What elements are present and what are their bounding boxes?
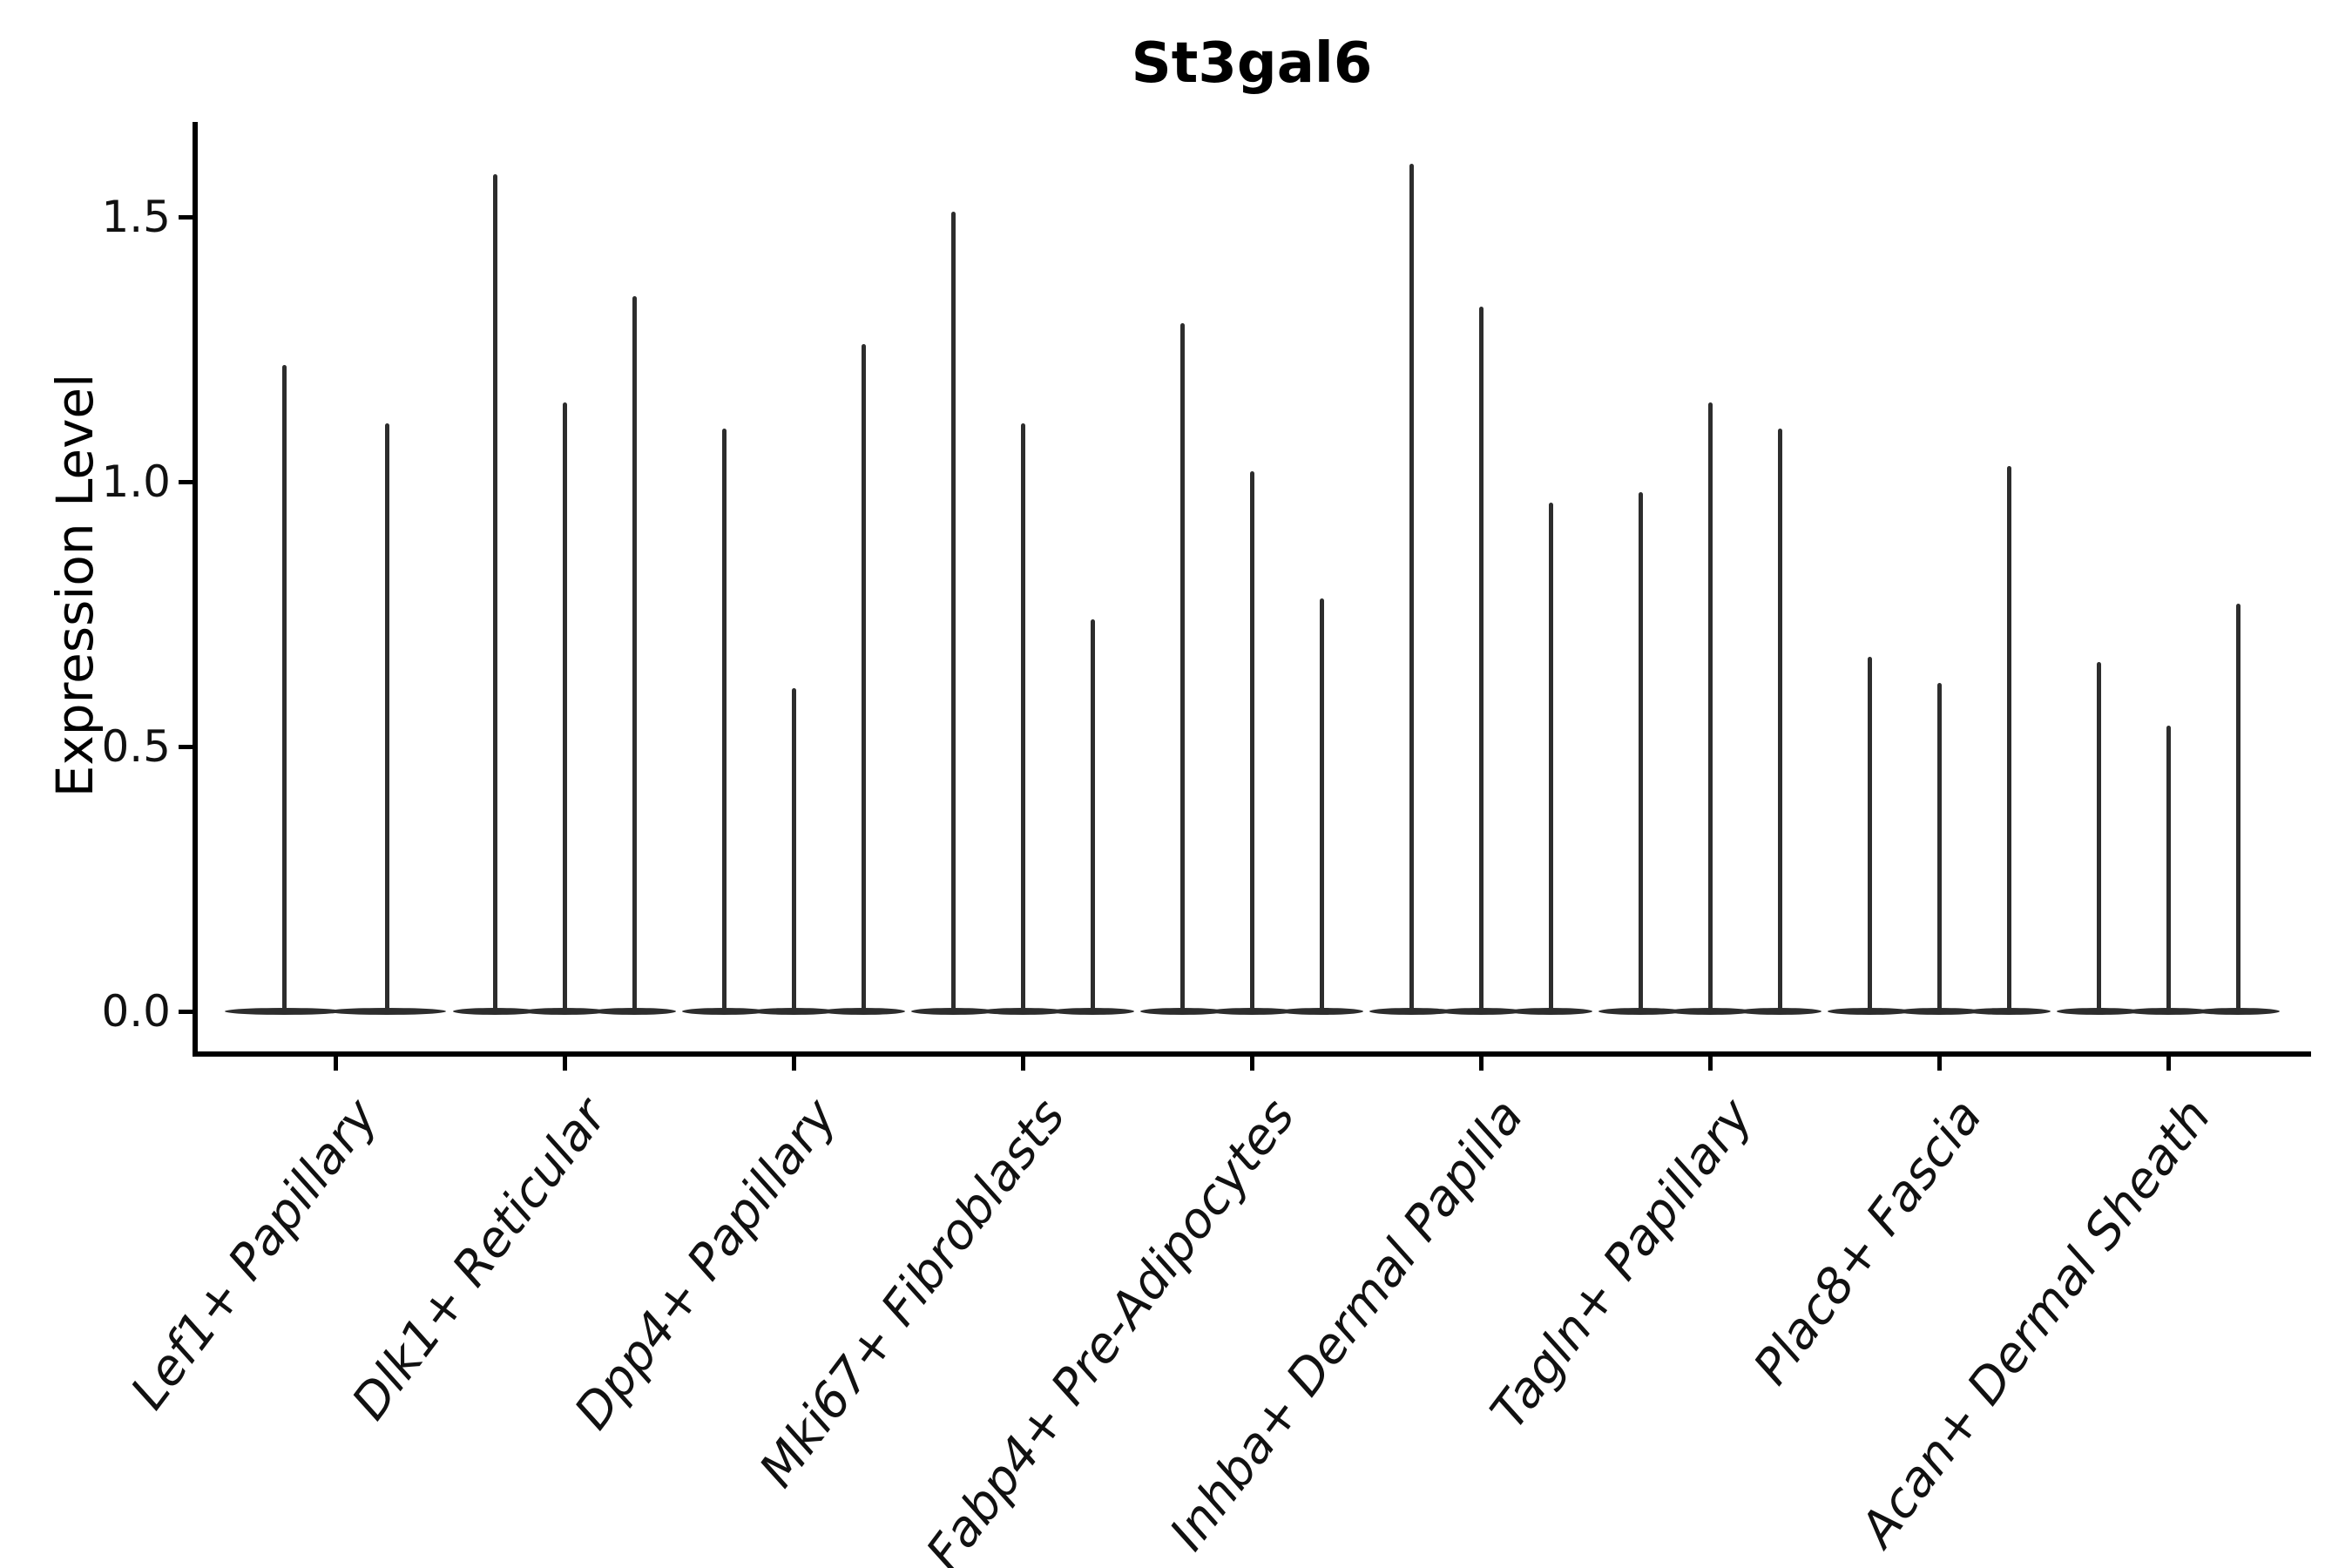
violin-spike — [950, 211, 956, 1013]
violin-spike — [492, 174, 497, 1013]
x-tick-mark — [1479, 1057, 1484, 1071]
violin-spike — [1707, 402, 1713, 1013]
violin-spike — [1179, 322, 1185, 1013]
violin-spike — [632, 296, 637, 1013]
x-tick-mark — [1250, 1057, 1254, 1071]
y-tick-mark — [179, 215, 193, 220]
violin-spike — [1409, 164, 1414, 1013]
violin-spike — [2096, 661, 2101, 1013]
x-tick-mark — [1708, 1057, 1713, 1071]
violin-spike — [281, 365, 287, 1013]
violin-spike — [791, 688, 796, 1013]
y-tick-mark — [179, 745, 193, 749]
y-axis-spine — [193, 122, 198, 1057]
x-tick-mark — [1021, 1057, 1025, 1071]
violin-spike — [861, 343, 866, 1013]
violin-spike — [1478, 307, 1484, 1013]
x-tick-mark — [1937, 1057, 1942, 1071]
y-tick-label: 1.5 — [101, 192, 171, 242]
violin-spike — [1319, 598, 1324, 1013]
violin-spike — [1249, 470, 1254, 1013]
violin-spike — [1090, 619, 1095, 1013]
x-tick-label-category: Lef1+ Papillary — [120, 1089, 389, 1420]
y-tick-mark — [179, 480, 193, 484]
violin-spike — [1867, 656, 1872, 1013]
violin-spike — [562, 402, 567, 1013]
chart-title: St3gal6 — [1131, 31, 1373, 96]
y-tick-label: 0.5 — [101, 721, 171, 772]
x-axis-spine — [193, 1051, 2311, 1057]
x-tick-mark — [563, 1057, 567, 1071]
x-tick-mark — [334, 1057, 338, 1071]
y-tick-label: 1.0 — [101, 456, 171, 507]
x-tick-label-category: Dlk1+ Reticular — [341, 1089, 618, 1430]
violin-spike — [721, 429, 727, 1013]
violin-spike — [2006, 465, 2011, 1013]
x-tick-mark — [792, 1057, 796, 1071]
violin-spike — [1020, 423, 1025, 1013]
violin-spike — [2166, 725, 2171, 1013]
violin-spike — [384, 423, 389, 1013]
violin-spike — [1548, 503, 1553, 1013]
violin-spike — [1638, 492, 1643, 1013]
violin-spike — [1936, 683, 1942, 1013]
y-tick-label: 0.0 — [101, 986, 171, 1037]
y-tick-mark — [179, 1010, 193, 1014]
violin-spike — [1777, 429, 1782, 1013]
x-tick-mark — [2166, 1057, 2171, 1071]
violin-spike — [2235, 603, 2240, 1013]
x-tick-label-category: Tagln+ Papillary — [1480, 1089, 1764, 1440]
x-tick-label-category: Plac8+ Fascia — [1742, 1089, 1993, 1396]
